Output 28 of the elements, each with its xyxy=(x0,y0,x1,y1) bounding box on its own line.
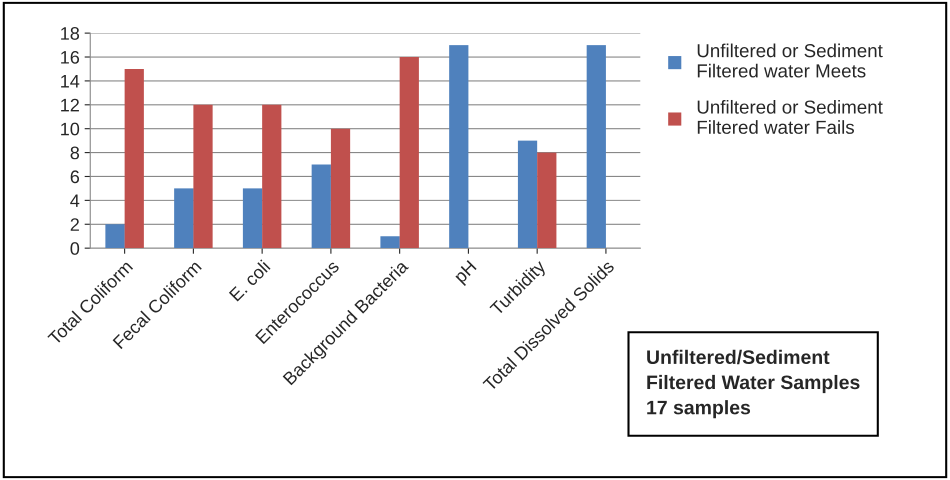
y-tick-label: 2 xyxy=(70,218,79,231)
y-tick-label: 8 xyxy=(70,146,80,160)
y-tick-label: 12 xyxy=(61,98,79,112)
y-tick-label: 6 xyxy=(70,170,80,184)
legend-label: Unfiltered or Sediment Filtered water Meets xyxy=(698,44,883,78)
bar xyxy=(312,164,331,248)
y-tick-label: 4 xyxy=(70,194,80,207)
bar xyxy=(586,45,606,248)
y-tick-label: 10 xyxy=(61,122,80,136)
legend-label: Unfiltered or Sediment Filtered water Fails xyxy=(698,100,883,134)
y-tick-label: 14 xyxy=(61,75,80,88)
x-tick-label: pH xyxy=(453,260,480,286)
bar xyxy=(124,68,144,248)
bar xyxy=(537,152,556,248)
bar xyxy=(449,45,468,248)
bar xyxy=(262,104,282,248)
bar xyxy=(330,128,350,248)
text: Unfiltered/Sediment Filtered Water Samples 17 samples xyxy=(647,350,860,418)
bar xyxy=(242,188,262,248)
bar xyxy=(380,236,400,248)
bar xyxy=(174,188,194,248)
bar xyxy=(518,140,538,248)
bar xyxy=(105,224,125,248)
bar xyxy=(193,104,213,248)
y-tick-label: 18 xyxy=(61,27,80,40)
y-tick-label: 0 xyxy=(70,242,80,255)
bar xyxy=(400,57,419,248)
y-tick-label: 16 xyxy=(61,50,80,64)
